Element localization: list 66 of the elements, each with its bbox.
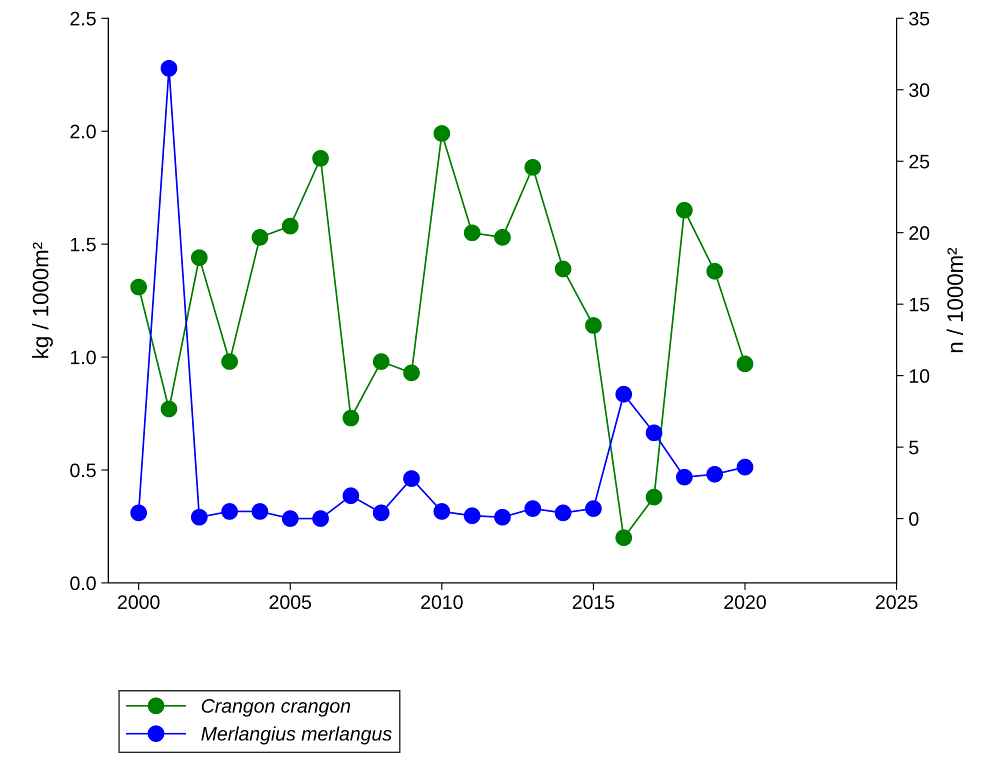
y-tick-label: 2.0 [70, 124, 96, 138]
point [190, 249, 208, 266]
y2-tick-label: 20 [909, 226, 930, 240]
point [372, 504, 390, 522]
y2-tick-label: 30 [909, 83, 930, 97]
point [706, 466, 724, 483]
point [615, 386, 632, 403]
point [130, 278, 147, 296]
x-tick-label: 2000 [118, 595, 160, 610]
point [646, 424, 662, 442]
point [221, 503, 238, 520]
point [190, 508, 208, 526]
point [585, 317, 602, 334]
y2-tick-label: 10 [910, 369, 930, 383]
point [434, 503, 450, 520]
point [676, 202, 693, 219]
point [282, 218, 299, 234]
point [160, 400, 178, 418]
point [403, 470, 420, 487]
y2-tick-label: 25 [909, 154, 930, 168]
point [160, 60, 178, 77]
point [221, 353, 238, 370]
point [585, 500, 602, 517]
y-tick-label: 1.0 [70, 350, 96, 364]
x-tick-label: 2025 [876, 595, 918, 610]
point [312, 510, 329, 527]
point [434, 125, 450, 142]
x-tick-label: 2010 [421, 595, 463, 610]
point [494, 508, 511, 526]
point [464, 507, 480, 524]
point [464, 224, 480, 242]
point [676, 468, 693, 486]
point [736, 458, 754, 476]
y-tick-label: 0.5 [70, 463, 96, 478]
y-tick-label: 2.5 [70, 12, 96, 26]
point [342, 410, 360, 426]
y2-tick-label: 15 [910, 298, 930, 312]
point [403, 364, 420, 382]
point [130, 504, 147, 522]
point [706, 262, 724, 280]
point [252, 229, 268, 246]
y2-tick-label: 5 [909, 440, 918, 454]
point [554, 504, 572, 522]
point [554, 260, 572, 278]
point [524, 159, 542, 176]
legend-label: Crangon crangon [202, 699, 350, 717]
y-tick-label: 1.5 [70, 238, 96, 252]
point [342, 487, 360, 504]
point [736, 356, 754, 372]
y-tick-label: 0.0 [70, 576, 96, 590]
legend-label: Merlangius merlangus [201, 726, 392, 744]
x-tick-label: 2005 [270, 595, 312, 610]
y2-tick-label: 35 [909, 12, 930, 26]
x-tick-label: 2015 [572, 595, 614, 610]
x-tick-label: 2020 [724, 595, 766, 610]
point [372, 353, 390, 370]
point [646, 488, 662, 506]
point [252, 503, 268, 520]
y2-tick-label: 0 [909, 512, 918, 526]
point [312, 150, 329, 167]
point [615, 529, 632, 546]
y2-axis-title: n / 1000m² [946, 248, 964, 352]
point [494, 229, 511, 246]
point [524, 500, 542, 517]
point [282, 510, 299, 527]
y-axis-title: kg / 1000m² [32, 242, 53, 358]
